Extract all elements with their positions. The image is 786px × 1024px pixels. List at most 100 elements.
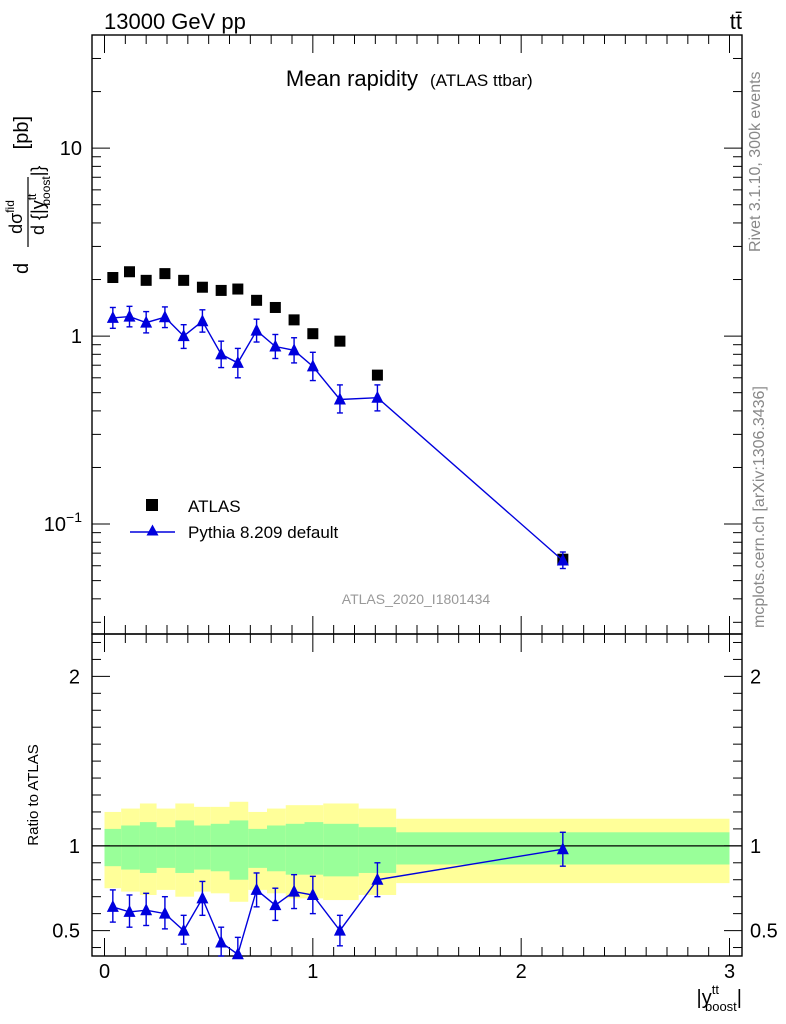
pythia-data-point: [333, 392, 346, 405]
ratio-band-inner: [175, 820, 195, 873]
x-tick-label: 1: [307, 961, 318, 983]
ratio-band-inner: [121, 825, 140, 870]
ratio-y-tick-label: 1: [69, 836, 80, 858]
ratio-y-axis-label: Ratio to ATLAS: [25, 744, 42, 845]
atlas-data-point: [269, 301, 281, 313]
energy-label: 13000 GeV pp: [104, 9, 246, 34]
ratio-band-inner: [229, 820, 249, 880]
pythia-data-point: [371, 390, 384, 403]
main-y-axis-label: d [pb] dσfid d {|yttboost|}: [3, 116, 53, 274]
ratio-band-inner: [156, 827, 176, 868]
atlas-data-point: [371, 369, 383, 381]
pythia-data-point: [106, 310, 119, 323]
ratio-band-inner: [139, 822, 157, 873]
pythia-data-point: [288, 343, 301, 356]
ratio-data-point: [333, 923, 346, 936]
process-label: tt̄: [730, 9, 742, 34]
ratio-data-point: [231, 947, 244, 960]
atlas-data-point: [124, 266, 135, 278]
atlas-data-point: [140, 274, 152, 286]
svg-text:d [pb]: d [pb]: [11, 116, 33, 274]
y-tick-label: 10: [60, 138, 82, 160]
ratio-band-inner: [104, 828, 122, 867]
main-series: [106, 266, 569, 570]
ratio-data-point: [158, 906, 171, 919]
pythia-data-point: [250, 323, 263, 336]
ratio-y-tick-label-right: 1: [750, 836, 761, 858]
ratio-data-point: [140, 903, 153, 916]
ratio-data-point: [556, 842, 569, 855]
legend: ATLAS Pythia 8.209 default: [130, 497, 339, 542]
ratio-band-inner: [323, 823, 359, 877]
mcplots-label: mcplots.cern.ch [arXiv:1306.3436]: [751, 386, 768, 628]
ylabel-denominator: d {|yttboost|}: [25, 166, 53, 235]
ylabel-d: d: [11, 263, 33, 274]
atlas-data-point: [251, 294, 263, 306]
ylabel-numerator: dσfid: [3, 200, 26, 234]
plot-title: Mean rapidity: [286, 66, 418, 91]
ratio-band-inner: [194, 825, 211, 870]
ratio-data-point: [177, 923, 190, 936]
ratio-y-tick-label: 0.5: [52, 921, 80, 943]
pythia-data-point: [196, 314, 209, 327]
atlas-data-point: [159, 268, 171, 280]
ratio-y-tick-label-right: 0.5: [750, 921, 778, 943]
pythia-data-point: [123, 309, 136, 322]
pythia-data-point: [177, 329, 190, 342]
ratio-band-inner: [304, 822, 324, 875]
ratio-band-inner: [267, 825, 286, 872]
ratio-band: [92, 801, 742, 902]
ratio-data-point: [306, 887, 319, 900]
x-tick-label: 2: [516, 961, 527, 983]
pythia-data-point: [269, 339, 282, 352]
legend-label-pythia: Pythia 8.209 default: [188, 523, 339, 542]
legend-marker-pythia: [146, 524, 159, 536]
ratio-data-point: [106, 899, 119, 912]
atlas-data-point: [334, 335, 346, 347]
analysis-watermark: ATLAS_2020_I1801434: [342, 591, 491, 607]
plot-subtitle: (ATLAS ttbar): [430, 71, 533, 90]
rivet-version-label: Rivet 3.1.10, 300k events: [747, 71, 764, 252]
ylabel-numerator-sup: fid: [3, 200, 17, 213]
ratio-data-point: [250, 882, 263, 895]
ylabel-unit: [pb]: [11, 116, 33, 149]
x-axis-label: |ytt boost|: [697, 982, 742, 1014]
ratio-series: [106, 831, 569, 960]
ratio-band-inner: [210, 823, 230, 872]
main-panel: 10−1 1 10 Mean rapidity (ATLAS ttbar) ATLA…: [3, 34, 743, 635]
ratio-plot-frame: [91, 633, 743, 957]
main-plot-frame: [91, 34, 743, 635]
ratio-data-point: [123, 904, 136, 917]
atlas-data-point: [196, 281, 208, 293]
atlas-data-point: [178, 274, 190, 286]
svg-text:|yttboost|: |ytt boost|: [697, 982, 742, 1014]
ratio-band-inner: [248, 828, 267, 868]
ratio-data-point: [371, 872, 384, 885]
legend-label-atlas: ATLAS: [188, 497, 241, 516]
y-tick-label: 10−1: [44, 509, 82, 536]
ratio-data-point: [288, 884, 301, 897]
x-tick-label: 3: [724, 961, 735, 983]
ratio-band-inner: [285, 823, 305, 875]
atlas-data-point: [232, 283, 244, 295]
pythia-data-point: [215, 347, 228, 360]
atlas-data-point: [288, 314, 300, 326]
pythia-data-point: [140, 315, 153, 328]
legend-marker-atlas: [146, 499, 158, 511]
ratio-data-point: [215, 935, 228, 948]
x-tick-label: 0: [99, 961, 110, 983]
atlas-data-point: [307, 328, 319, 340]
ratio-panel: 0.5 0.5 1 1 2 2 0 1 2 3 Ratio to ATLAS |ytt boost|: [25, 633, 778, 1014]
pythia-data-point: [231, 355, 244, 368]
pythia-data-point: [158, 310, 171, 323]
ratio-data-point: [196, 891, 209, 904]
atlas-data-point: [107, 272, 119, 284]
ratio-y-tick-label-right: 2: [750, 666, 761, 688]
ratio-y-tick-label: 2: [69, 666, 80, 688]
atlas-data-point: [215, 284, 227, 296]
y-tick-label: 1: [71, 326, 82, 348]
pythia-data-point: [306, 359, 319, 372]
pythia-data-point: [556, 553, 569, 566]
ratio-ticks: 0.5 0.5 1 1 2 2 0 1 2 3: [52, 634, 778, 983]
